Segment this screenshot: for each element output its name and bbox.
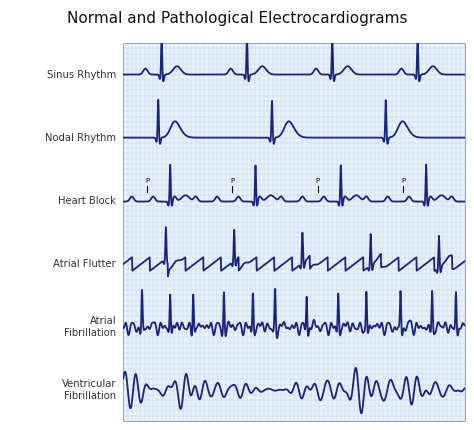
Text: Heart Block: Heart Block (58, 196, 116, 206)
Text: P: P (230, 178, 235, 184)
Text: P: P (145, 178, 149, 184)
Text: Nodal Rhythm: Nodal Rhythm (45, 132, 116, 143)
Text: P: P (316, 178, 320, 184)
Text: Normal and Pathological Electrocardiograms: Normal and Pathological Electrocardiogra… (67, 11, 407, 26)
Text: Atrial Flutter: Atrial Flutter (54, 259, 116, 269)
Text: Ventricular
Fibrillation: Ventricular Fibrillation (62, 379, 116, 401)
Text: Sinus Rhythm: Sinus Rhythm (47, 70, 116, 80)
Text: P: P (401, 178, 405, 184)
Text: Atrial
Fibrillation: Atrial Fibrillation (64, 316, 116, 338)
